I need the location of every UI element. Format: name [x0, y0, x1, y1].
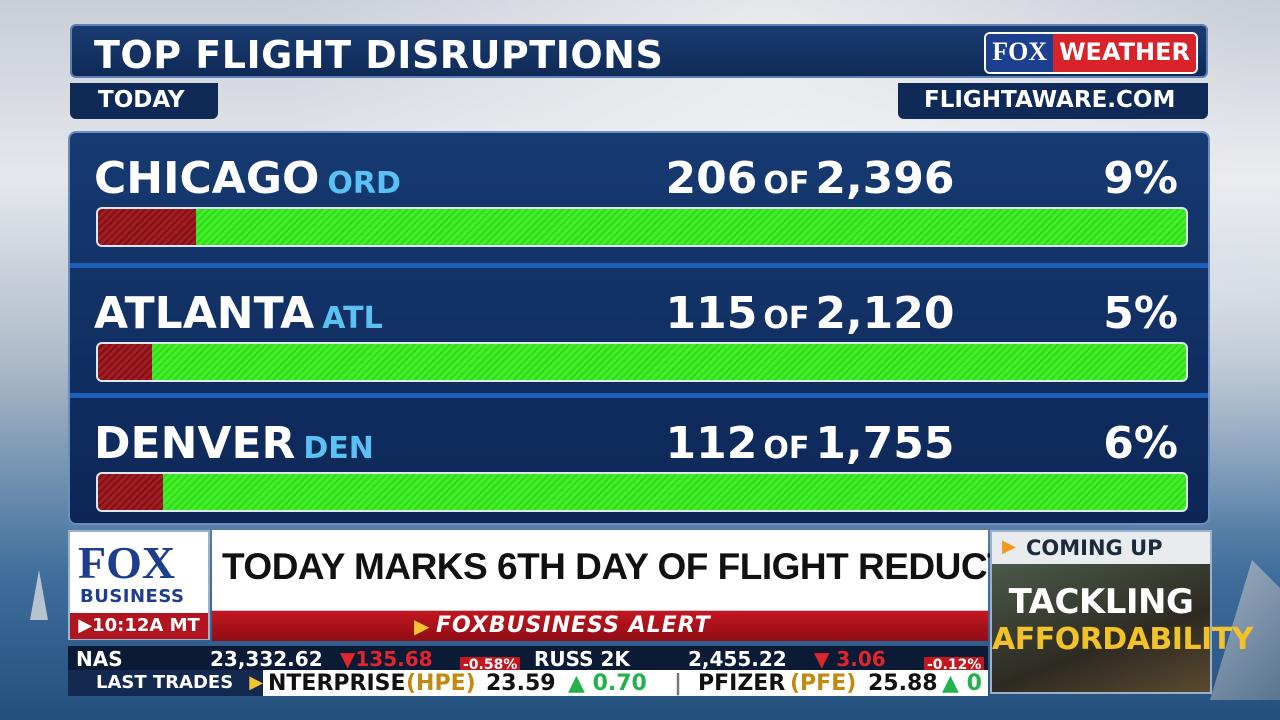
ticker-index-change: ▼ 3.06 [814, 647, 886, 671]
disruption-bar [96, 342, 1188, 382]
page-title: TOP FLIGHT DISRUPTIONS [94, 33, 664, 77]
play-arrow-icon: ▶ [1002, 536, 1016, 557]
airport-row: DENVER DEN 112 OF 1,755 6% [70, 393, 1208, 523]
disruption-percent: 5% [1103, 288, 1178, 339]
title-bar: TOP FLIGHT DISRUPTIONS FOX WEATHER [70, 24, 1208, 78]
airport-row: ATLANTA ATL 115 OF 2,120 5% [70, 263, 1208, 398]
coming-up-line1: TACKLING [1008, 582, 1194, 622]
subtitle-source: FLIGHTAWARE.COM [898, 83, 1208, 119]
coming-up-box: ▶ COMING UP TACKLING AFFORDABILITY [990, 530, 1253, 694]
disruptions-panel: CHICAGO ORD 206 OF 2,396 9% ATLANTA ATL 115 O… [68, 131, 1210, 525]
disrupted-fill [98, 209, 196, 245]
ticker-index-pct: -0.58% [460, 657, 521, 673]
ticker-index-name: RUSS 2K [534, 647, 630, 671]
disruption-bar [96, 472, 1188, 512]
last-trades-label: LAST TRADES ▶ [68, 670, 263, 696]
city-name: CHICAGO [94, 153, 320, 204]
airport-code: ATL [322, 301, 383, 336]
stock-price: 25.88 [868, 671, 938, 696]
disruption-count: 112 OF 1,755 [665, 418, 955, 469]
city-name: DENVER [94, 418, 296, 469]
ticker-separator: | [674, 671, 683, 696]
disruption-count: 115 OF 2,120 [665, 288, 955, 339]
disruption-count: 206 OF 2,396 [665, 153, 955, 204]
stock-change: ▲ 0 [942, 671, 982, 696]
alert-arrow-icon: ▶ [414, 614, 430, 638]
disruption-bar [96, 207, 1188, 247]
disrupted-fill [98, 344, 153, 380]
headline: TODAY MARKS 6TH DAY OF FLIGHT REDUCTIONS [212, 530, 1098, 612]
alert-banner: ▶ FOXBUSINESS ALERT [212, 611, 988, 641]
stock-price: 23.59 [486, 671, 556, 696]
stock-name: NTERPRISE [268, 671, 406, 696]
disruption-percent: 6% [1103, 418, 1178, 469]
index-ticker: NAS 23,332.62 ▼135.68 -0.58% RUSS 2K 2,4… [68, 646, 988, 673]
coming-up-line2: AFFORDABILITY [992, 622, 1253, 657]
city-name: ATLANTA [94, 288, 315, 339]
ticker-index-value: 2,455.22 [688, 647, 787, 671]
ticker-index-pct: -0.12% [924, 657, 985, 673]
ticker-index-value: 23,332.62 [210, 647, 323, 671]
stock-name: PFIZER [698, 671, 786, 696]
stock-ticker: LAST TRADES ▶ NTERPRISE (HPE) 23.59 ▲ 0.7… [68, 670, 988, 696]
ticker-index-name: NAS [76, 647, 123, 671]
play-arrow-icon: ▶ [249, 672, 264, 693]
disruption-percent: 9% [1103, 153, 1178, 204]
disrupted-fill [98, 474, 164, 510]
clock: ▶10:12A MT [70, 613, 208, 639]
stock-change: ▲ 0.70 [568, 671, 647, 696]
airport-code: ORD [327, 166, 401, 201]
fox-weather-logo: FOX WEATHER [984, 32, 1198, 74]
subtitle-today: TODAY [70, 83, 218, 119]
coming-up-image [992, 564, 1210, 692]
stock-symbol: (PFE) [790, 671, 857, 696]
coming-up-label: COMING UP [1026, 536, 1163, 560]
alert-label: FOXBUSINESS ALERT [436, 613, 711, 638]
stock-symbol: (HPE) [406, 671, 476, 696]
airport-code: DEN [303, 431, 374, 466]
ticker-index-change: ▼135.68 [340, 647, 433, 671]
airport-row: CHICAGO ORD 206 OF 2,396 9% [70, 133, 1208, 263]
